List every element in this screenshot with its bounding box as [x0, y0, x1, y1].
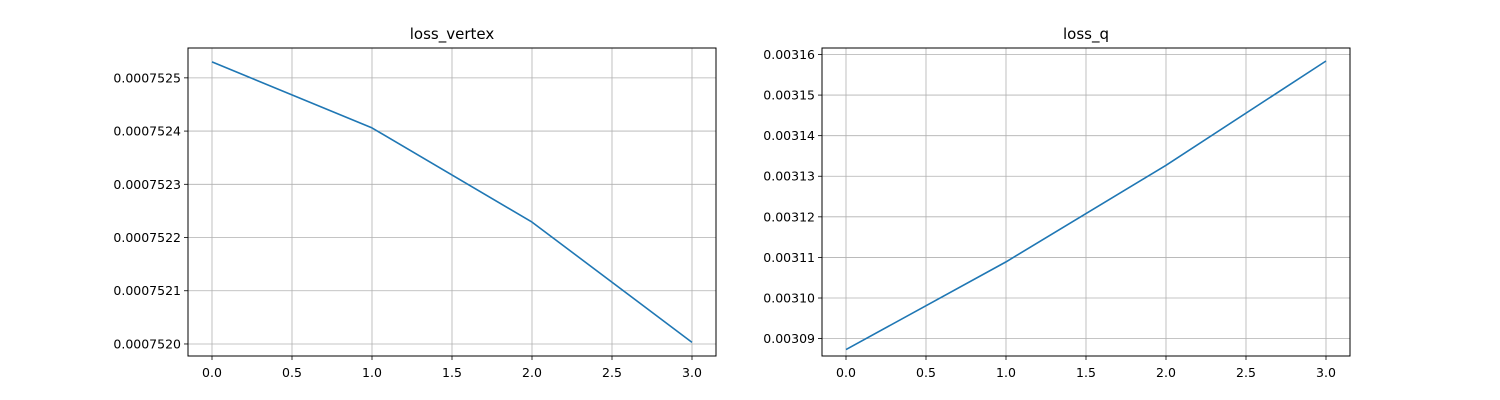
x-tick-label: 2.5 — [1236, 365, 1256, 380]
x-tick-label: 3.0 — [682, 365, 702, 380]
x-tick-label: 0.0 — [202, 365, 222, 380]
x-tick-label: 3.0 — [1316, 365, 1336, 380]
x-tick-label: 0.5 — [282, 365, 302, 380]
y-tick-label: 0.00316 — [763, 47, 815, 62]
y-tick-label: 0.00311 — [763, 250, 815, 265]
y-tick-label: 0.00312 — [763, 209, 815, 224]
chart-title: loss_q — [1063, 25, 1109, 44]
chart-title: loss_vertex — [410, 25, 495, 44]
series-layer — [211, 61, 693, 344]
grid-lines — [822, 48, 1350, 356]
x-tick-label: 0.5 — [916, 365, 936, 380]
series-layer — [845, 60, 1327, 351]
y-tick-label: 0.00314 — [763, 128, 815, 143]
y-tick-label: 0.0007525 — [113, 70, 181, 85]
y-tick-label: 0.0007520 — [113, 336, 181, 351]
x-tick-label: 1.0 — [362, 365, 382, 380]
y-tick-label: 0.00310 — [763, 291, 815, 306]
y-tick-label: 0.00313 — [763, 169, 815, 184]
y-tick-label: 0.0007524 — [113, 124, 181, 139]
x-tick-label: 2.0 — [1156, 365, 1176, 380]
tick-layer: 0.0 0.5 1.0 1.5 2.0 2.5 3.0 0.0007520 0.0007521 0… — [113, 70, 702, 380]
y-tick-label: 0.0007521 — [113, 283, 181, 298]
x-tick-label: 0.0 — [836, 365, 856, 380]
x-tick-label: 1.5 — [442, 365, 462, 380]
y-tick-label: 0.0007522 — [113, 230, 181, 245]
series-line — [845, 60, 1327, 351]
y-tick-label: 0.00309 — [763, 331, 815, 346]
tick-layer: 0.0 0.5 1.0 1.5 2.0 2.5 3.0 0.00309 0.00310 0.003… — [763, 47, 1336, 380]
x-tick-label: 2.0 — [522, 365, 542, 380]
y-tick-label: 0.00315 — [763, 88, 815, 103]
y-tick-label: 0.0007523 — [113, 177, 181, 192]
x-tick-label: 1.0 — [996, 365, 1016, 380]
x-tick-label: 2.5 — [602, 365, 622, 380]
chart-loss-q: loss_q 0.0 0.5 1.0 1.5 2.0 2.5 3.0 0.00309 0.003… — [763, 25, 1351, 380]
series-line — [211, 61, 693, 344]
grid-lines — [188, 48, 716, 356]
x-tick-label: 1.5 — [1076, 365, 1096, 380]
chart-loss-vertex: loss_vertex 0.0 0.5 1.0 1.5 2.0 2.5 3.0 0.00075… — [113, 25, 717, 380]
